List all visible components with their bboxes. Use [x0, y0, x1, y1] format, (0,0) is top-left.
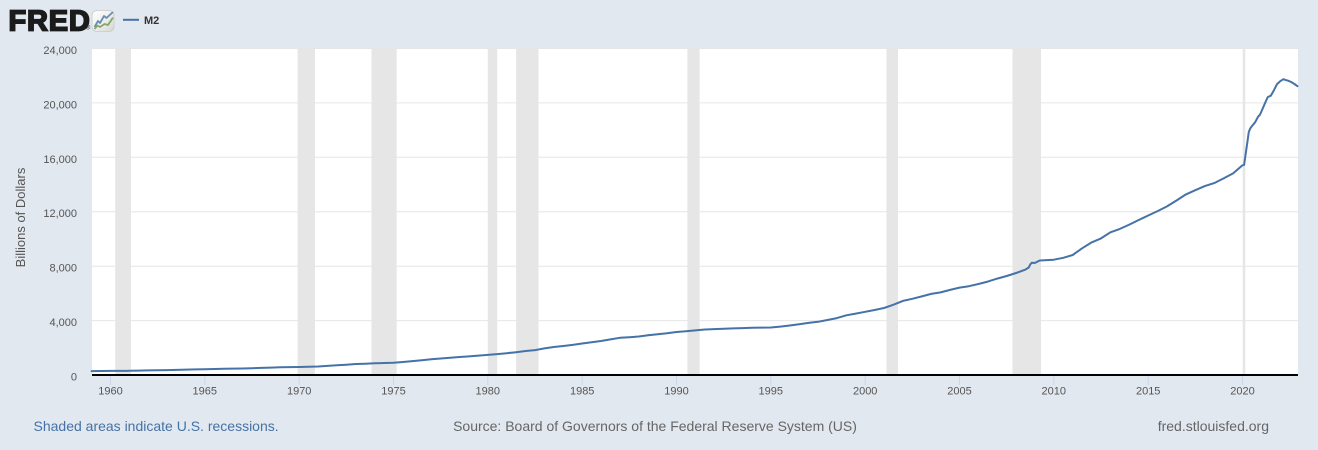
svg-text:1960: 1960	[98, 386, 122, 398]
svg-text:2000: 2000	[853, 386, 877, 398]
svg-text:20,000: 20,000	[43, 99, 77, 111]
svg-text:2005: 2005	[947, 386, 971, 398]
svg-text:16,000: 16,000	[43, 154, 77, 166]
svg-text:1985: 1985	[570, 386, 594, 398]
svg-text:Source: Board of Governors of: Source: Board of Governors of the Federa…	[453, 418, 857, 434]
svg-text:Shaded areas indicate U.S. rec: Shaded areas indicate U.S. recessions.	[34, 418, 279, 434]
svg-text:8,000: 8,000	[49, 263, 77, 275]
svg-text:FRED: FRED	[9, 6, 91, 38]
svg-text:1965: 1965	[193, 386, 217, 398]
svg-text:2020: 2020	[1230, 386, 1254, 398]
svg-text:1980: 1980	[476, 386, 500, 398]
svg-text:1975: 1975	[381, 386, 405, 398]
svg-text:0: 0	[71, 372, 77, 384]
svg-text:1990: 1990	[664, 386, 688, 398]
svg-text:1970: 1970	[287, 386, 311, 398]
svg-text:24,000: 24,000	[43, 45, 77, 57]
svg-text:12,000: 12,000	[43, 208, 77, 220]
svg-text:®: ®	[86, 23, 91, 31]
svg-text:1995: 1995	[759, 386, 783, 398]
svg-text:2015: 2015	[1136, 386, 1160, 398]
svg-text:M2: M2	[144, 15, 159, 27]
svg-text:2010: 2010	[1042, 386, 1066, 398]
svg-text:Billions of Dollars: Billions of Dollars	[13, 167, 28, 267]
svg-text:fred.stlouisfed.org: fred.stlouisfed.org	[1158, 418, 1269, 434]
svg-text:4,000: 4,000	[49, 317, 77, 329]
